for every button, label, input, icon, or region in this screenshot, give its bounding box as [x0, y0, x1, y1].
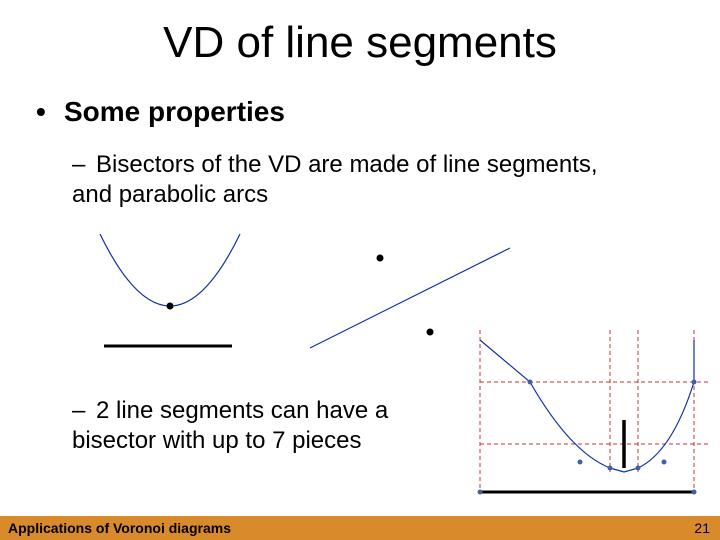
bullet-sub-2: –2 line segments can have a bisector wit… [72, 396, 472, 456]
figure-perpendicular-bisector-parabola [80, 228, 280, 368]
footer-text: Applications of Voronoi diagrams [8, 520, 231, 536]
seven-piece-bisector-curve [480, 340, 694, 472]
footer-bar: Applications of Voronoi diagrams 21 [0, 516, 720, 540]
page-number: 21 [694, 520, 710, 536]
bullet-main-text: Some properties [64, 96, 285, 127]
bullet-sub-2-text: 2 line segments can have a bisector with… [72, 397, 388, 454]
slide-title: VD of line segments [0, 18, 720, 68]
guide-lines [480, 330, 710, 492]
point-a [377, 255, 384, 262]
point-b [427, 329, 434, 336]
dash-marker: – [72, 150, 96, 180]
bullet-main: •Some properties [36, 96, 285, 128]
parabola-arc [100, 234, 240, 306]
dash-marker: – [72, 396, 96, 426]
figure-seven-piece-bisector [450, 320, 710, 510]
bisector-breakpoints [478, 380, 697, 495]
bullet-marker: • [36, 96, 64, 128]
bullet-sub-1: –Bisectors of the VD are made of line se… [72, 150, 632, 210]
focus-point [167, 303, 174, 310]
bullet-sub-1-text: Bisectors of the VD are made of line seg… [72, 151, 598, 208]
